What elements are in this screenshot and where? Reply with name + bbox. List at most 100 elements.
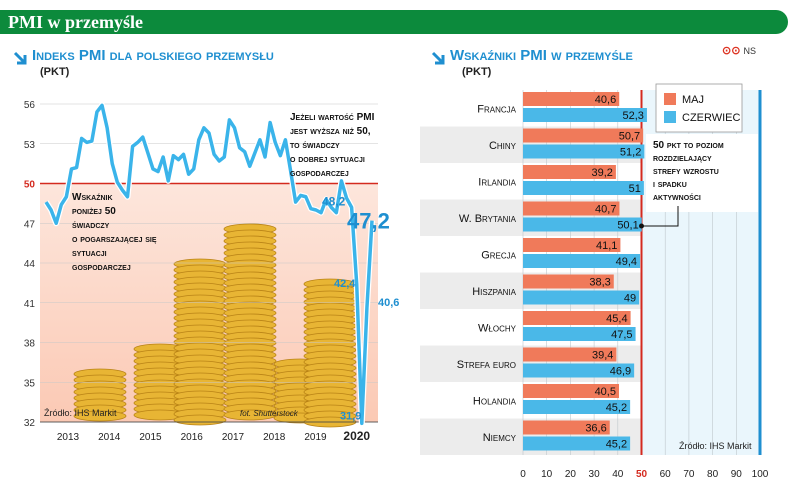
bar-maj-label: 45,4 <box>606 313 627 325</box>
x-tick-label: 70 <box>683 469 695 480</box>
bar-czerwiec <box>523 290 640 305</box>
bar-maj <box>523 128 644 143</box>
coin <box>223 409 277 421</box>
bar-czerwiec-label: 47,5 <box>611 329 632 341</box>
series-line <box>44 103 374 426</box>
left-subtitle: (PKT) <box>40 66 70 78</box>
note-line: 50 pkt to poziom <box>653 140 724 151</box>
logo-circles-icon: ⊙⊙ <box>722 45 741 57</box>
callout-40-6: 40,6 <box>378 297 399 309</box>
x-tick-label: 40 <box>612 469 624 480</box>
note-line: i spadku <box>653 179 687 190</box>
legend-box <box>655 83 743 133</box>
right-source: Źródło: IHS Markit <box>679 441 752 451</box>
bar-maj-label: 40,6 <box>595 94 616 106</box>
bar-czerwiec <box>523 436 631 451</box>
logo-text: NS <box>743 46 757 56</box>
annot-low-line: poniżej 50 <box>72 206 116 217</box>
x-tick-label: 2019 <box>304 432 327 443</box>
bar-maj <box>523 274 614 289</box>
y-tick-label: 56 <box>24 100 36 111</box>
bar-czerwiec <box>523 181 644 195</box>
bar-maj-label: 41,1 <box>596 240 617 252</box>
legend-label-maj: MAJ <box>682 94 704 106</box>
left-source: Źródło: IHS Markit <box>44 408 117 418</box>
annot-high-line: gospodarczej <box>290 168 349 179</box>
y-tick-label: 50 <box>24 180 36 191</box>
category-label: Francja <box>477 103 516 115</box>
bar-czerwiec-label: 46,9 <box>610 366 631 378</box>
bar-maj <box>523 420 610 435</box>
header-bar: PMI w przemyśle <box>0 10 788 34</box>
bar-czerwiec-label: 49,4 <box>616 256 637 268</box>
bar-czerwiec-label: 49 <box>624 293 636 305</box>
annot-high-line: to świadczy <box>290 140 340 151</box>
category-label: Grecja <box>481 249 516 261</box>
bar-czerwiec-label: 52,3 <box>623 110 644 122</box>
annot-high-line: Jeżeli wartość PMI <box>290 112 375 123</box>
left-title: Indeks PMI dla polskiego przemysłu <box>32 47 274 64</box>
category-label: Chiny <box>489 140 517 152</box>
annot-low-line: świadczy <box>72 220 110 231</box>
note-line: rozdzielający <box>653 153 712 164</box>
bar-maj <box>523 201 620 216</box>
right-title: Wskaźniki PMI w przemyśle <box>450 47 633 64</box>
bar-maj <box>523 384 619 398</box>
note-line: strefy wzrostu <box>653 166 719 177</box>
y-tick-label: 53 <box>24 140 36 151</box>
bar-czerwiec <box>523 363 635 378</box>
x-tick-label: 2017 <box>222 432 245 443</box>
category-label: Włochy <box>478 322 517 334</box>
bar-czerwiec-label: 45,2 <box>606 402 627 414</box>
arrow-icon-right <box>431 51 445 65</box>
bar-czerwiec <box>523 144 645 159</box>
category-label: Niemcy <box>483 432 517 444</box>
coin <box>173 414 227 426</box>
right-subtitle: (PKT) <box>462 66 492 78</box>
callout-47-2: 47,2 <box>347 209 390 234</box>
bar-maj-label: 50,7 <box>619 131 640 143</box>
callout-42-4: 42,4 <box>334 278 356 290</box>
note-pointer-dot <box>639 223 644 229</box>
bar-maj-label: 39,4 <box>592 350 613 362</box>
bar-maj <box>523 347 617 362</box>
annot-low-line: sytuacji <box>72 248 107 259</box>
y-tick-label: 47 <box>24 219 36 230</box>
callout-48-2: 48,2 <box>322 194 346 208</box>
note-pointer <box>641 206 679 227</box>
note-line: aktywności <box>653 192 701 203</box>
pmi-line-chart: 32 35 38 41 44 47 50 53 56 2013 2014 2015 2016 2017 20… <box>24 100 400 443</box>
bar-maj <box>523 238 621 252</box>
photo-credit: fot. Shutterstock <box>240 409 299 418</box>
x-tick-label: 2014 <box>98 432 121 443</box>
legend-label-czerwiec: CZERWIEC <box>682 112 741 124</box>
bar-czerwiec <box>523 400 631 414</box>
y-tick-label: 38 <box>24 339 36 350</box>
x-tick-label: 20 <box>565 469 577 480</box>
annot-low-line: Wskaźnik <box>72 192 113 203</box>
legend-swatch-maj <box>664 93 676 105</box>
bar-maj-label: 40,7 <box>595 204 616 216</box>
note-box <box>646 134 758 212</box>
bar-maj-label: 40,5 <box>595 386 616 398</box>
x-tick-label: 2020 <box>343 429 370 443</box>
x-tick-label: 2015 <box>139 432 162 443</box>
bar-maj-label: 39,2 <box>591 167 612 179</box>
x-tick-label: 100 <box>752 469 769 480</box>
x-tick-label: 0 <box>520 469 526 480</box>
arrow-icon <box>13 51 27 65</box>
bar-maj-label: 36,6 <box>585 423 606 435</box>
legend-swatch-czerwiec <box>664 111 676 123</box>
y-tick-label: 44 <box>24 259 36 270</box>
x-tick-label: 50 <box>636 469 648 480</box>
callout-31-9: 31,9 <box>340 410 361 422</box>
bar-maj <box>523 165 616 179</box>
x-tick-label: 2018 <box>263 432 286 443</box>
y-tick-label: 35 <box>24 378 36 389</box>
annot-high-line: o dobrej sytuacji <box>290 154 365 165</box>
x-tick-label: 90 <box>731 469 743 480</box>
category-label: Irlandia <box>478 176 516 188</box>
annot-low-line: o pogarszającej się <box>72 234 157 245</box>
category-label: Holandia <box>473 395 517 407</box>
bar-czerwiec <box>523 217 642 232</box>
